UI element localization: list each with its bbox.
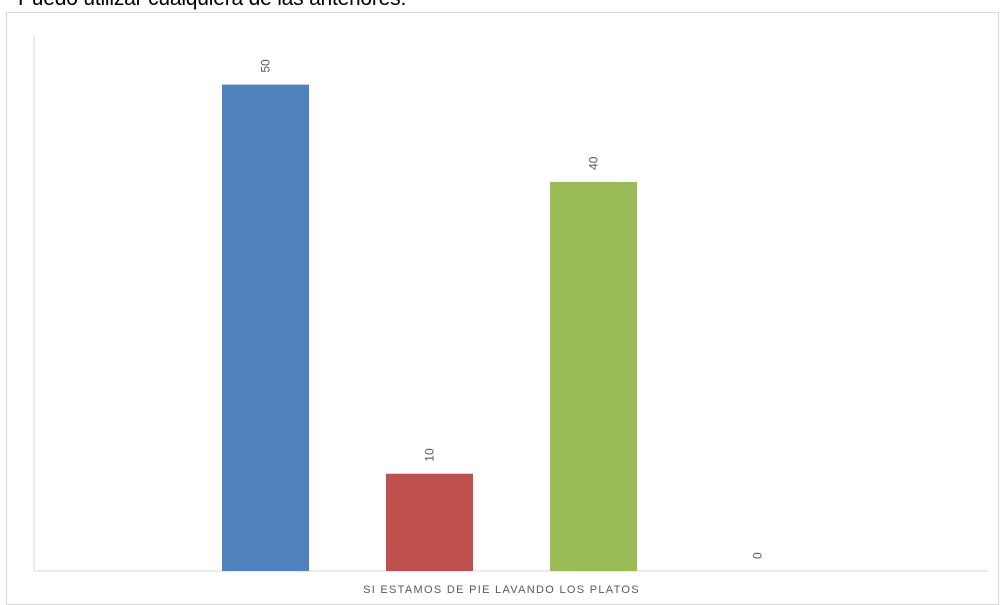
- bar-series-3: [550, 181, 637, 571]
- x-axis-category-label: SI ESTAMOS DE PIE LAVANDO LOS PLATOS: [363, 584, 640, 596]
- data-label-series-4: 0: [751, 552, 765, 559]
- data-label-series-2: 10: [423, 448, 437, 462]
- data-label-series-1: 50: [259, 59, 273, 73]
- bar-series-1: [222, 84, 309, 572]
- header-text: Puedo utilizar cualquiera de las anterio…: [18, 0, 406, 11]
- data-label-series-3: 40: [587, 156, 601, 170]
- bar-series-2: [386, 473, 473, 571]
- chart-area: [6, 12, 999, 605]
